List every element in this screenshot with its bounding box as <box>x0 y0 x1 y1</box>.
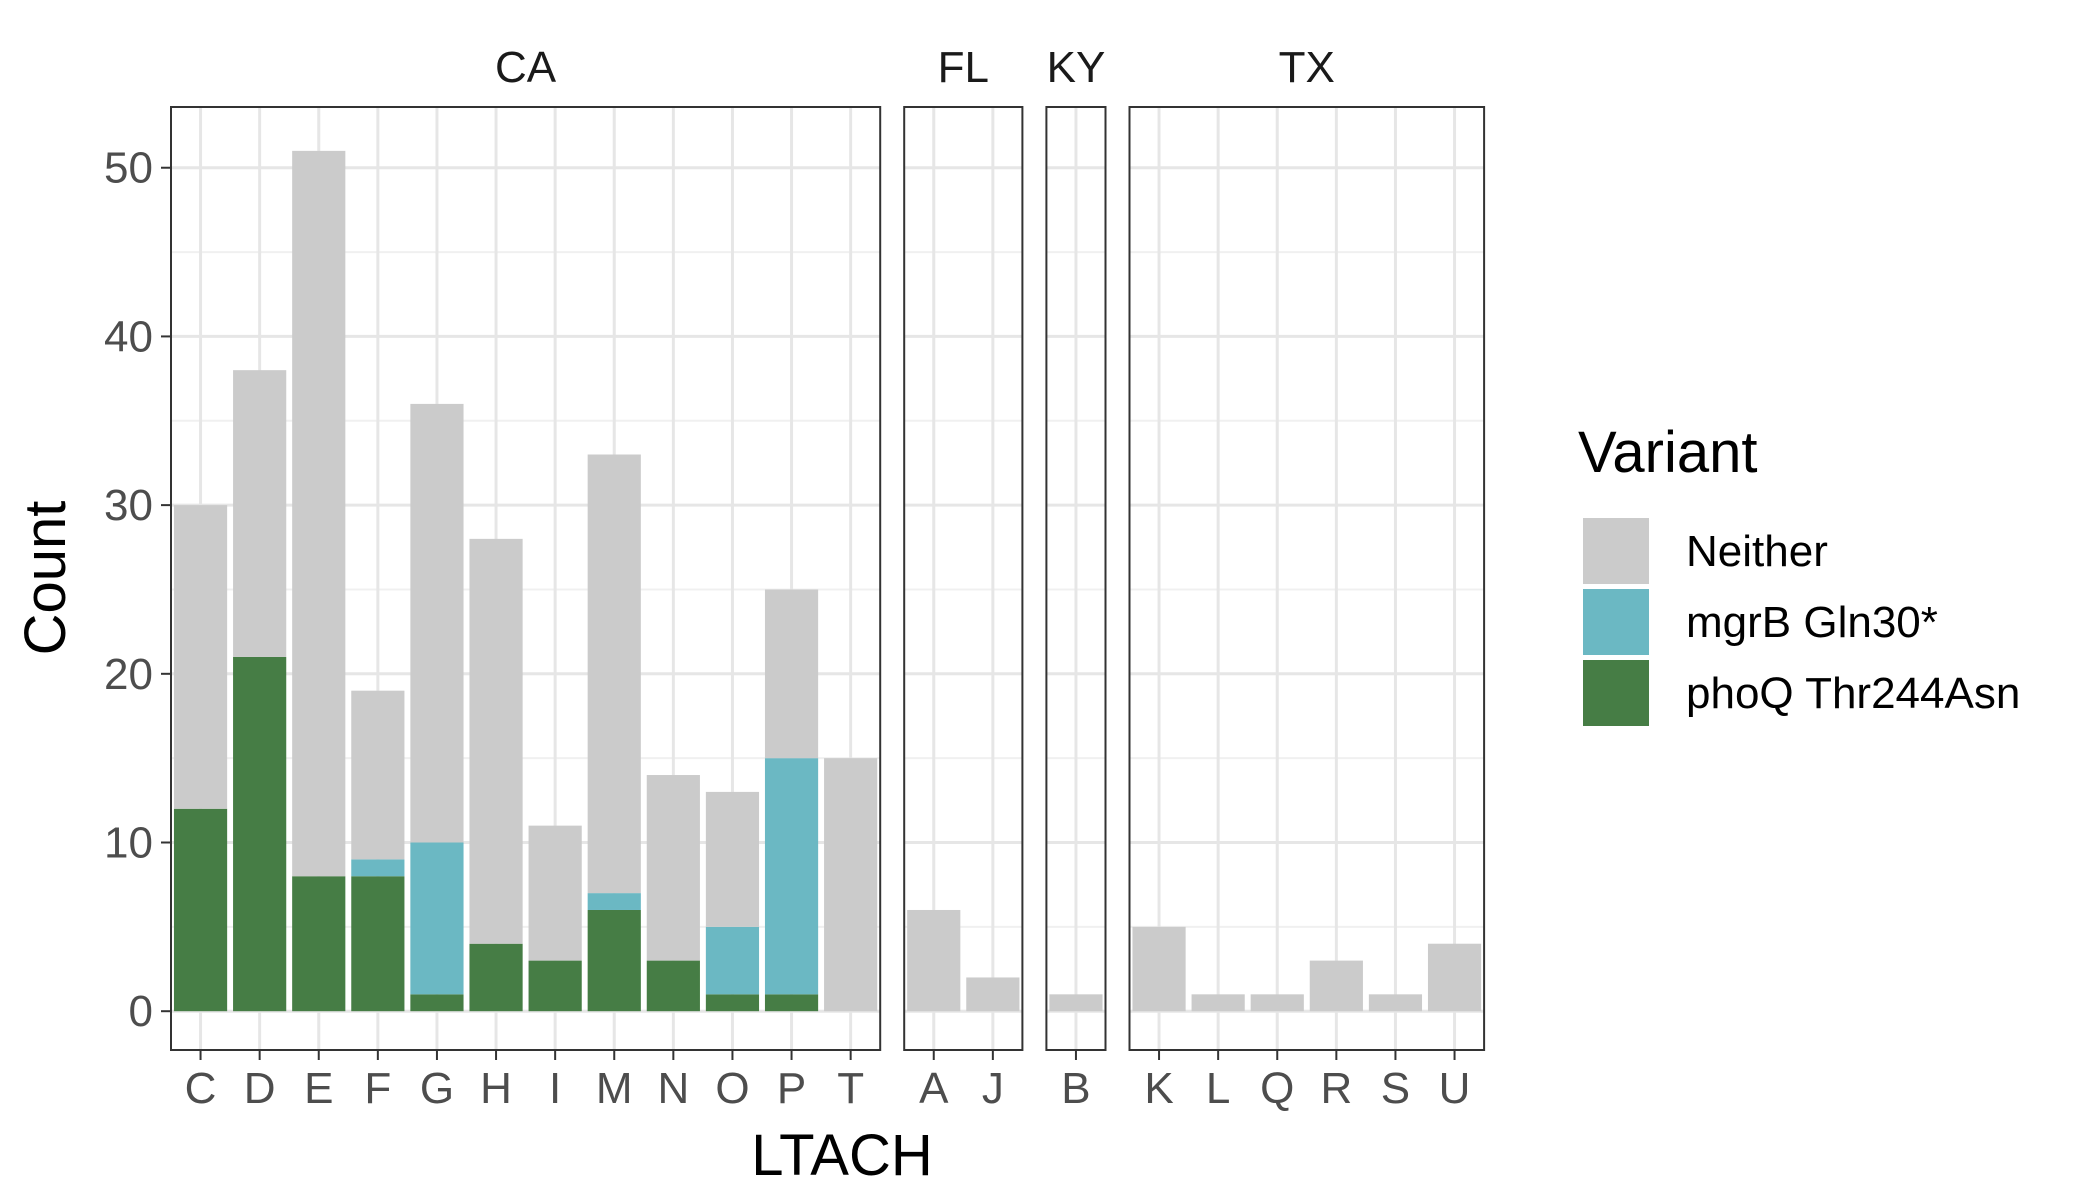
bar-ca-o-neither <box>705 791 760 927</box>
bar-ca-p-phoq <box>764 994 819 1012</box>
legend-label: Neither <box>1686 527 1828 576</box>
facet-panel-fl: FL A J <box>903 43 1024 1113</box>
y-tick-label: 0 <box>129 987 153 1036</box>
legend-label: mgrB Gln30* <box>1686 598 1938 647</box>
x-tick-label: S <box>1381 1064 1410 1113</box>
x-tick-label: Q <box>1260 1064 1294 1113</box>
facet-panels: CA C D E F G H I M N O P T FL A J KY B TX K L Q R S U <box>170 43 1486 1113</box>
bar-ca-d-phoq <box>233 656 287 1012</box>
facet-panel-ca: CA C D E F G H I M N O P T <box>170 43 882 1113</box>
panel-border <box>170 106 882 1051</box>
bar-ca-e-neither <box>292 150 346 877</box>
bar-tx-l-neither <box>1191 994 1245 1012</box>
bar-ca-d-neither <box>233 370 287 657</box>
bar-ca-f-mgrb <box>351 859 405 877</box>
bar-ca-t-neither <box>824 758 878 1012</box>
x-tick-label: O <box>715 1064 749 1113</box>
x-tick-label: M <box>596 1064 633 1113</box>
bar-ca-n-neither <box>646 775 700 961</box>
bar-ca-p-neither <box>764 589 819 759</box>
bar-ca-g-mgrb <box>410 842 464 995</box>
x-tick-label: R <box>1320 1064 1352 1113</box>
x-tick-label: T <box>837 1064 864 1113</box>
x-tick-label: B <box>1061 1064 1090 1113</box>
x-tick-label: I <box>549 1064 561 1113</box>
x-tick-label: P <box>777 1064 806 1113</box>
bar-ky-b-neither <box>1049 994 1103 1012</box>
bar-ca-f-phoq <box>351 876 405 1012</box>
x-tick-label: A <box>919 1064 949 1113</box>
x-tick-label: E <box>304 1064 333 1113</box>
bar-tx-k-neither <box>1132 926 1186 1012</box>
y-tick-label: 10 <box>104 819 153 868</box>
legend-title: Variant <box>1578 420 1757 485</box>
panel-border <box>903 106 1024 1051</box>
bar-ca-i-neither <box>528 825 582 961</box>
x-tick-label: F <box>364 1064 391 1113</box>
legend-key-mgrb <box>1583 589 1649 655</box>
y-axis-title: Count <box>13 501 78 656</box>
y-tick-label: 30 <box>104 481 153 530</box>
x-tick-label: K <box>1144 1064 1173 1113</box>
bar-ca-g-phoq <box>410 994 464 1012</box>
y-axis: 0 10 20 30 40 50 <box>104 144 171 1036</box>
bar-tx-u-neither <box>1427 943 1482 1012</box>
bar-ca-h-phoq <box>469 943 523 1012</box>
y-tick-label: 20 <box>104 650 153 699</box>
bar-ca-m-neither <box>587 454 641 894</box>
bar-ca-o-mgrb <box>705 926 760 995</box>
bar-ca-c-phoq <box>173 808 228 1012</box>
bar-ca-f-neither <box>351 690 405 860</box>
x-tick-label: L <box>1206 1064 1230 1113</box>
panel-border <box>1128 106 1486 1051</box>
bar-ca-g-neither <box>410 403 464 843</box>
x-tick-label: C <box>185 1064 217 1113</box>
panel-background <box>904 107 1023 1050</box>
bar-ca-e-phoq <box>292 876 346 1012</box>
x-tick-label: U <box>1439 1064 1471 1113</box>
facet-strip-label: FL <box>938 43 989 92</box>
x-tick-label: G <box>420 1064 454 1113</box>
facet-strip-label: KY <box>1047 43 1106 92</box>
x-tick-label: J <box>982 1064 1004 1113</box>
bar-ca-n-phoq <box>646 960 700 1012</box>
facet-strip-label: CA <box>495 43 557 92</box>
legend-label: phoQ Thr244Asn <box>1686 669 2020 718</box>
bar-ca-c-neither <box>173 505 228 809</box>
x-tick-label: N <box>657 1064 689 1113</box>
facet-panel-tx: TX K L Q R S U <box>1128 43 1486 1113</box>
panel-background <box>1129 107 1485 1050</box>
x-tick-label: D <box>244 1064 276 1113</box>
legend-key-phoq <box>1583 660 1649 726</box>
bar-fl-j-neither <box>966 977 1020 1012</box>
panel-background <box>171 107 881 1050</box>
bar-tx-s-neither <box>1368 994 1423 1012</box>
bar-ca-o-phoq <box>705 994 760 1012</box>
legend-key-neither <box>1583 518 1649 584</box>
facet-panel-ky: KY B <box>1045 43 1107 1113</box>
bar-ca-i-phoq <box>528 960 582 1012</box>
bar-ca-m-mgrb <box>587 893 641 910</box>
y-tick-label: 50 <box>104 144 153 193</box>
y-tick-label: 40 <box>104 312 153 361</box>
x-tick-label: H <box>480 1064 512 1113</box>
facet-strip-label: TX <box>1279 43 1335 92</box>
bar-fl-a-neither <box>907 909 961 1012</box>
legend: Variant Neither mgrB Gln30* phoQ Thr244Asn <box>1578 420 2020 726</box>
bar-ca-h-neither <box>469 538 523 944</box>
bar-tx-r-neither <box>1309 960 1363 1012</box>
bar-ca-m-phoq <box>587 909 641 1012</box>
x-axis-title: LTACH <box>751 1123 933 1188</box>
bar-ca-p-mgrb <box>764 758 819 995</box>
bar-tx-q-neither <box>1250 994 1304 1012</box>
